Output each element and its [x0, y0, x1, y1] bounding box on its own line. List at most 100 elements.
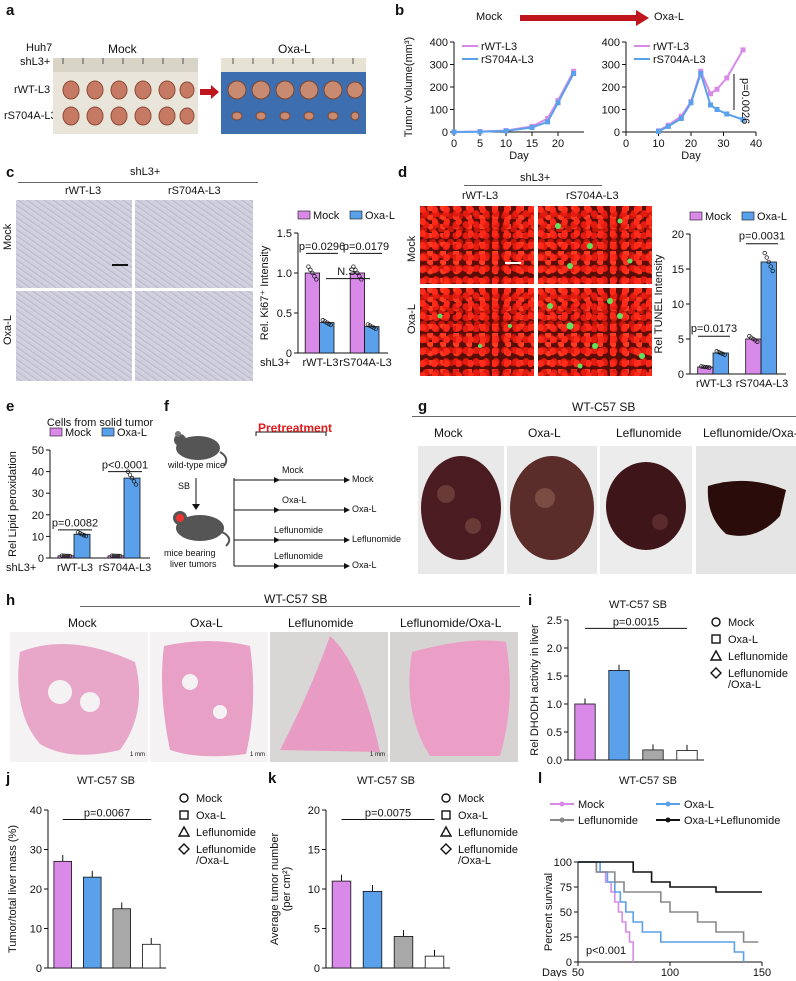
panel-letter-k: k: [268, 770, 277, 787]
panel-letter-a: a: [6, 2, 15, 19]
y-axis-title: Percent survival: [543, 873, 555, 951]
d-col2: rS704A-L3: [566, 190, 619, 202]
replicate-dot: [718, 350, 723, 356]
data-point: [740, 47, 746, 53]
x-tick-label: 100: [661, 967, 679, 977]
y-tick-label: 0.5: [547, 727, 562, 739]
liver-mass-chart: 0 10 20 30 40 Tumor/total liver mass (%) WT-C5…: [7, 775, 256, 975]
y-tick-label: 0: [36, 963, 42, 975]
lipid-peroxidation-chart: 0 10 20 30 40 50 Rel Lipid peroxidation rWT-L3 r…: [6, 418, 154, 574]
legend-label: Oxa-L: [196, 810, 226, 822]
e-pvalue-2: p<0.0001: [102, 459, 148, 471]
bar-2: [112, 908, 132, 969]
panel-letter-j: j: [6, 770, 11, 787]
replicate-dot: [373, 326, 378, 331]
legend-label: Leflunomide: [728, 651, 788, 663]
y-tick-label: 400: [430, 37, 448, 49]
replicate-dot: [722, 352, 727, 357]
replicate-dot: [63, 553, 69, 558]
replicate-dot: [714, 349, 719, 354]
y-tick-label: 5: [678, 334, 684, 346]
replicate-dot: [351, 264, 356, 269]
chart-pvalue: p=0.0015: [613, 617, 659, 629]
f-pre-1: Mock: [282, 465, 304, 475]
survival-chart: 0 25 50 75 100 Percent survival 50 100 150 Days WT…: [542, 775, 780, 977]
d-row2: Oxa-L: [406, 304, 418, 334]
bar-1: [319, 322, 335, 354]
legend-marker-square: [179, 810, 189, 820]
legend-swatch: [741, 211, 755, 221]
y-axis-title: Average tumor number: [269, 833, 281, 946]
bar-0: [574, 703, 596, 761]
x-tick-label: 50: [572, 967, 584, 977]
x-tick-label: 0: [623, 138, 629, 150]
legend-label: Oxa-L: [458, 810, 488, 822]
data-point: [724, 111, 730, 117]
h-group-1: Mock: [68, 616, 97, 630]
oxa-tumor-photo: [221, 58, 366, 134]
y-tick-label: 10: [308, 884, 320, 896]
survival-line-1: [578, 861, 745, 962]
data-point: [503, 128, 509, 134]
replicate-dot: [83, 533, 89, 539]
mock-tumor-photo: [53, 58, 198, 134]
y-tick-label: 100: [554, 857, 572, 869]
arrow-to-label: Oxa-L: [654, 11, 684, 23]
legend-label: Leflunomide: [458, 844, 518, 856]
bar-1: [73, 533, 91, 559]
replicate-dot: [766, 259, 771, 265]
y-tick-label: 0: [614, 127, 620, 139]
legend-marker-circle: [179, 793, 189, 803]
y-axis-title: Rel Lipid peroxidation: [7, 451, 19, 557]
data-point: [698, 71, 704, 76]
row-rwt-label: rWT-L3: [14, 84, 51, 96]
ihc-image-mock-rwt: [16, 200, 132, 288]
shl3-label: shL3+: [20, 56, 51, 68]
f-post-2: Oxa-L: [352, 504, 377, 514]
x-tick-label: 10: [652, 138, 664, 150]
data-point: [656, 128, 661, 134]
g-group-2: Oxa-L: [528, 426, 561, 440]
legend-label: Leflunomide: [196, 844, 256, 856]
legend-label: rWT-L3: [653, 41, 689, 53]
x-axis-title: Day: [681, 150, 701, 162]
data-point: [555, 100, 561, 106]
oxa-label: Oxa-L: [278, 42, 311, 56]
legend-label: Oxa-L: [365, 210, 395, 222]
legend-label: Leflunomide: [728, 668, 788, 680]
b-pvalue: p=0.0026: [739, 78, 751, 124]
tunel-image-oxa-rwt: [420, 288, 534, 376]
bar-2: [642, 749, 664, 761]
g-header: WT-C57 SB: [572, 400, 636, 414]
x-category-label: rS704A-L3: [99, 562, 152, 574]
y-tick-label: 2.5: [547, 615, 562, 627]
legend-label: /Oxa-L: [196, 855, 229, 867]
legend-marker-square: [711, 634, 721, 644]
replicate-dot: [109, 553, 115, 558]
data-point: [714, 86, 720, 92]
replicate-dot: [353, 267, 358, 272]
g-group-1: Mock: [434, 426, 463, 440]
pretreatment-title: Pretreatment: [258, 421, 333, 435]
d-header: shL3+: [520, 172, 551, 184]
replicate-dot: [716, 350, 721, 355]
panel-letter-g: g: [418, 398, 428, 415]
bar-3: [676, 750, 698, 761]
y-tick-label: 0: [314, 963, 320, 975]
chart-pvalue: p=0.0067: [84, 807, 130, 819]
replicate-dot: [755, 339, 760, 344]
replicate-dot: [79, 532, 85, 537]
mouse-schematic: [173, 431, 350, 569]
y-tick-label: 40: [30, 805, 42, 817]
replicate-dot: [308, 267, 313, 272]
x-tick-label: 15: [526, 138, 538, 150]
y-tick-label: 0.0: [547, 755, 562, 767]
tunel-image-oxa-rs704a: [538, 288, 652, 376]
legend-marker-diamond: [440, 843, 452, 855]
replicate-dot: [701, 364, 706, 369]
bar-1: [123, 477, 141, 559]
shl3-row-label: shL3+: [6, 562, 36, 574]
replicate-dot: [111, 553, 117, 558]
tunel-bar-chart: 0 5 10 15 20 Rel TUNEL Intensity rWT-L3 rS704A-…: [653, 211, 788, 390]
legend-label: Mock: [728, 617, 755, 629]
